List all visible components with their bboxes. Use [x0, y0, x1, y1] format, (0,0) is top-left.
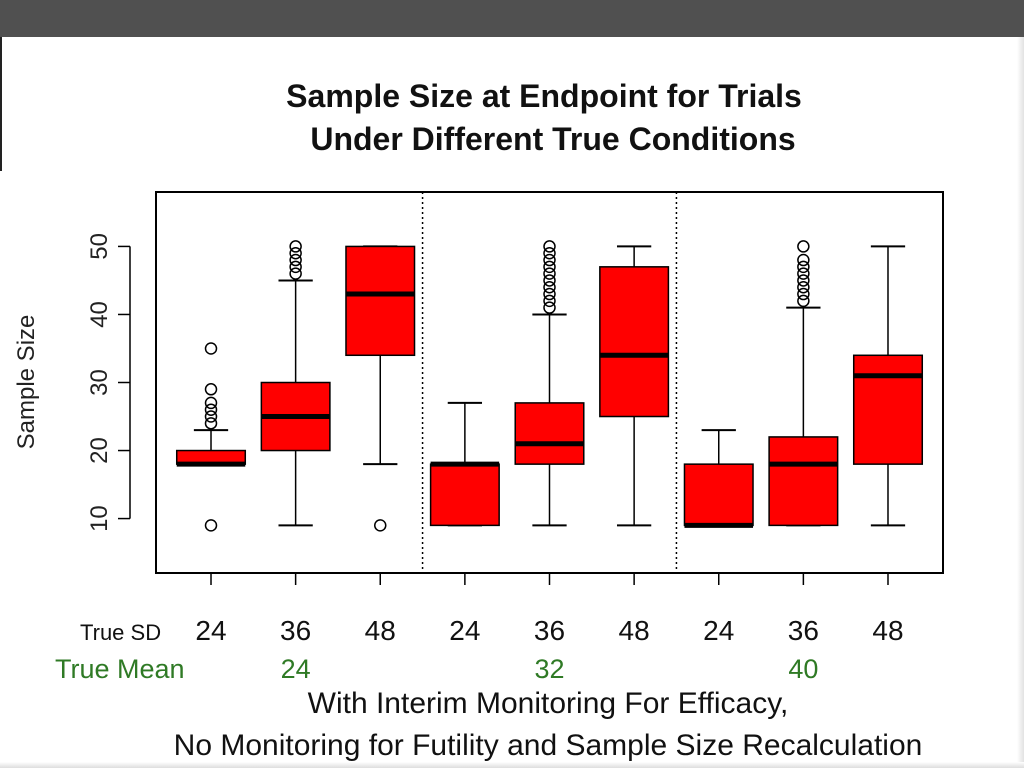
outlier-point	[204, 410, 218, 423]
outlier-point	[543, 260, 556, 274]
y-tick-label: 10	[86, 505, 113, 532]
window-top-bar	[0, 0, 1024, 37]
outlier-point	[797, 253, 810, 267]
window-bottom-shadow	[0, 762, 1024, 768]
y-axis-label: Sample Size	[13, 315, 40, 450]
box-series	[175, 240, 924, 532]
outlier-point	[204, 342, 218, 355]
x-axis: 24 36 48 24 24 36 48 32 24 36 48 40	[195, 572, 904, 684]
outlier-point	[289, 253, 302, 267]
box-rect	[852, 354, 924, 465]
outlier-point	[289, 260, 302, 274]
outlier-point	[289, 240, 302, 253]
outlier-point	[543, 246, 556, 260]
true-mean-value: 40	[788, 654, 818, 684]
x-tick-label-sd: 48	[872, 615, 903, 646]
x-tick-label-sd: 24	[703, 615, 734, 646]
x-tick-label-sd: 48	[365, 615, 396, 646]
outlier-point	[204, 403, 218, 416]
x-tick-label-sd: 24	[195, 615, 226, 646]
box-rect	[599, 266, 670, 418]
true-mean-value: 24	[281, 654, 311, 684]
box-rect	[429, 463, 500, 527]
box-3-3	[852, 245, 924, 527]
outlier-point	[204, 396, 218, 410]
outlier-point	[543, 240, 556, 253]
y-axis: 10 20 30 40 50	[86, 233, 131, 532]
box-rect	[768, 436, 839, 527]
box-rect	[345, 245, 416, 357]
outlier-point	[289, 246, 302, 260]
outlier-point	[543, 267, 556, 280]
y-tick-label: 20	[86, 437, 113, 464]
outlier-point	[797, 274, 810, 287]
true-mean-value: 32	[534, 654, 564, 684]
x-axis-label-line-2: No Monitoring for Futility and Sample Si…	[174, 729, 923, 762]
true-mean-label: True Mean	[55, 654, 185, 684]
box-2-1	[429, 401, 500, 527]
outlier-point	[543, 253, 556, 267]
outlier-point	[797, 287, 810, 301]
y-tick-label: 40	[86, 301, 113, 328]
outlier-point	[289, 267, 302, 280]
outlier-point	[204, 417, 218, 430]
window-right-edge	[1017, 37, 1024, 768]
box-rect	[683, 463, 754, 527]
x-axis-label-line-1: With Interim Monitoring For Efficacy,	[308, 687, 789, 720]
outlier-point	[797, 240, 810, 253]
group-separators	[421, 192, 678, 573]
box-1-3	[345, 245, 416, 532]
outlier-point	[543, 281, 556, 294]
outlier-point	[797, 260, 810, 274]
box-1-1	[175, 342, 247, 532]
outlier-point	[543, 287, 556, 301]
y-tick-label: 50	[86, 233, 113, 260]
chart-title-line-2: Under Different True Conditions	[310, 121, 795, 157]
true-sd-label: True SD	[80, 620, 161, 645]
box-2-2	[514, 240, 585, 527]
box-1-2	[260, 240, 331, 527]
box-3-1	[683, 429, 754, 528]
outlier-point	[543, 294, 556, 308]
x-tick-label-sd: 48	[619, 615, 650, 646]
x-tick-label-sd: 24	[449, 615, 480, 646]
outlier-point	[204, 519, 218, 532]
x-tick-label-sd: 36	[788, 615, 819, 646]
outlier-point	[374, 519, 387, 532]
box-2-3	[599, 245, 670, 527]
outlier-point	[797, 294, 810, 308]
y-tick-label: 30	[86, 369, 113, 396]
outlier-point	[204, 383, 218, 396]
chart-title-line-1: Sample Size at Endpoint for Trials	[286, 78, 802, 114]
box-3-2	[768, 240, 839, 527]
x-tick-label-sd: 36	[534, 615, 565, 646]
outlier-point	[543, 274, 556, 287]
outlier-point	[797, 267, 810, 280]
window-left-border	[0, 37, 2, 171]
outlier-point	[797, 281, 810, 294]
box-rect	[514, 402, 585, 465]
x-tick-label-sd: 36	[280, 615, 311, 646]
outlier-point	[543, 301, 556, 314]
